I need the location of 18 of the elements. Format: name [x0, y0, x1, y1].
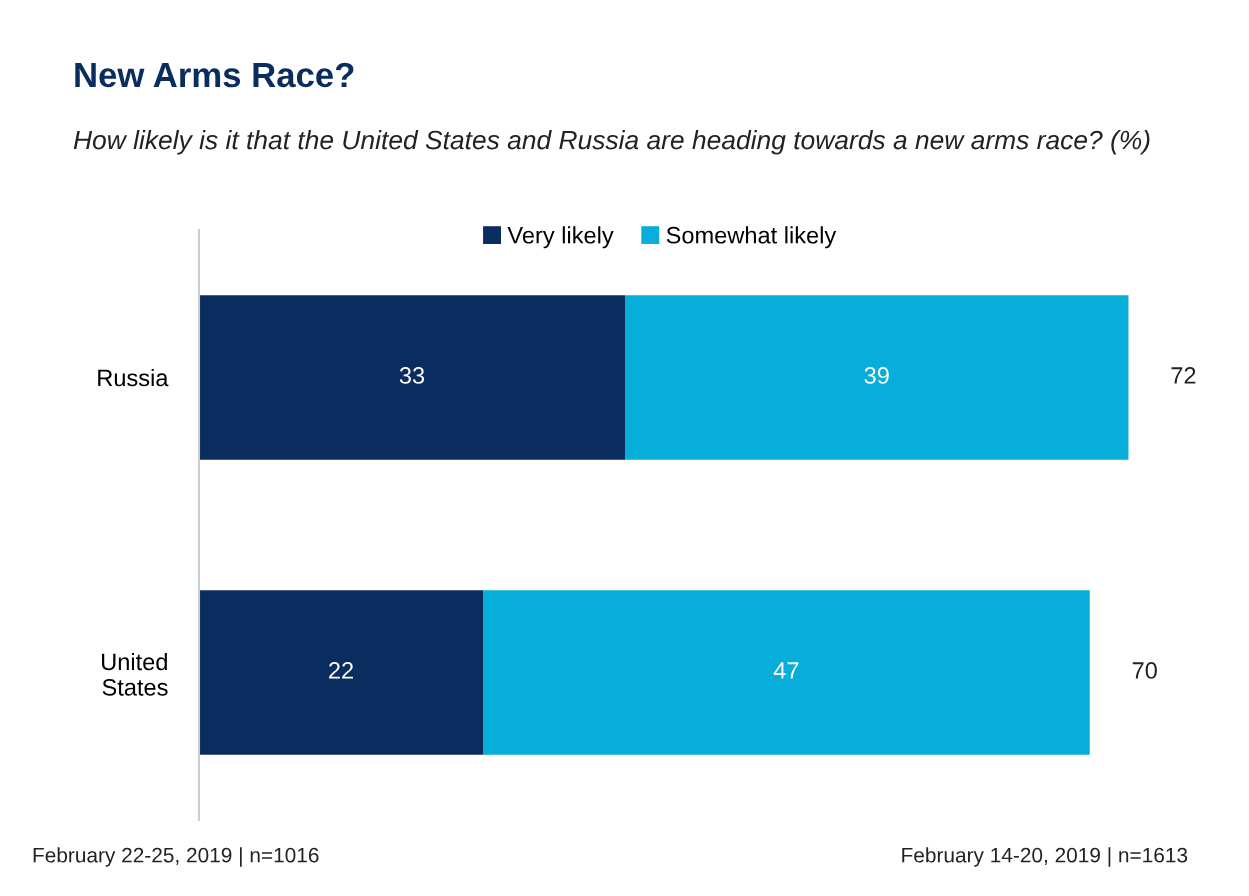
text: February 22-25, 2019 | n=1016: [33, 847, 319, 867]
legend-label: Somewhat likely: [666, 226, 837, 249]
legend-label: Very likely: [507, 226, 614, 249]
data-label: 22: [329, 662, 353, 679]
y-tick-label: United States: [102, 652, 168, 696]
data-label: 33: [399, 367, 425, 384]
y-tick-label: Russia: [98, 368, 169, 387]
bar: [199, 295, 625, 460]
total-label: 70: [1132, 662, 1157, 679]
data-label: 47: [773, 662, 799, 679]
bar: [625, 295, 1129, 460]
data-label: 39: [864, 367, 889, 384]
text: February 14-20, 2019 | n=1613: [902, 847, 1188, 867]
chart-title: New Arms Race?: [75, 62, 354, 88]
chart-subtitle: How likely is it that the United States and Russia are heading towards a new arms race? (%): [73, 130, 1150, 155]
total-label: 72: [1171, 367, 1196, 384]
bar: [199, 590, 483, 755]
bar: [483, 590, 1090, 755]
